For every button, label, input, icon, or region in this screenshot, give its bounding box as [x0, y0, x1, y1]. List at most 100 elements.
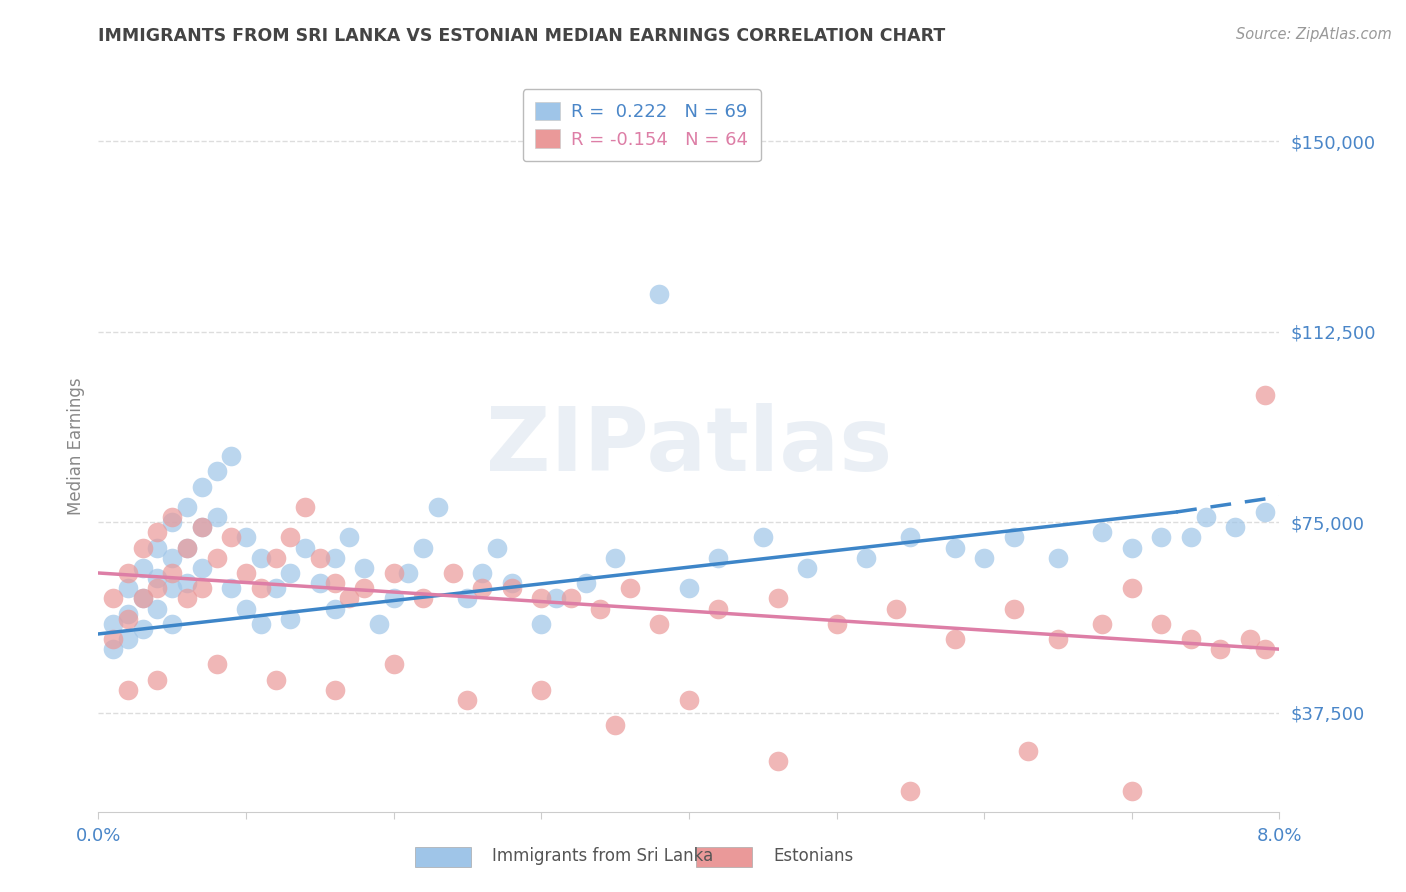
Point	[176, 576, 198, 591]
Point	[176, 500, 198, 514]
Point	[103, 616, 125, 631]
Text: Source: ZipAtlas.com: Source: ZipAtlas.com	[1236, 27, 1392, 42]
Point	[412, 541, 434, 555]
Point	[162, 581, 183, 595]
Point	[457, 591, 479, 606]
Point	[1150, 530, 1173, 544]
Point	[1239, 632, 1261, 646]
Point	[146, 581, 169, 595]
Point	[1254, 388, 1277, 402]
Point	[323, 576, 346, 591]
Point	[796, 561, 818, 575]
Point	[280, 530, 302, 544]
Point	[1254, 642, 1277, 657]
Point	[162, 550, 183, 565]
Point	[441, 566, 464, 580]
Point	[323, 550, 346, 565]
Point	[117, 607, 139, 621]
Text: IMMIGRANTS FROM SRI LANKA VS ESTONIAN MEDIAN EARNINGS CORRELATION CHART: IMMIGRANTS FROM SRI LANKA VS ESTONIAN ME…	[98, 27, 946, 45]
Point	[176, 591, 198, 606]
Point	[1254, 505, 1277, 519]
Point	[943, 632, 966, 646]
Point	[1180, 530, 1202, 544]
Point	[678, 581, 700, 595]
Point	[605, 550, 627, 565]
Point	[1091, 616, 1114, 631]
Point	[146, 571, 169, 585]
Point	[884, 601, 907, 615]
Point	[176, 541, 198, 555]
Point	[294, 541, 316, 555]
Point	[339, 591, 361, 606]
Point	[382, 591, 405, 606]
Point	[264, 581, 287, 595]
Point	[132, 591, 155, 606]
Point	[382, 566, 405, 580]
Point	[368, 616, 391, 631]
Point	[117, 566, 139, 580]
Point	[146, 525, 169, 540]
Point	[205, 657, 228, 672]
Point	[132, 591, 155, 606]
Point	[146, 673, 169, 687]
Point	[1121, 784, 1143, 798]
Text: Estonians: Estonians	[773, 847, 853, 865]
Point	[412, 591, 434, 606]
Point	[117, 581, 139, 595]
Point	[619, 581, 641, 595]
Point	[900, 784, 922, 798]
Point	[235, 530, 257, 544]
Point	[855, 550, 877, 565]
Text: Immigrants from Sri Lanka: Immigrants from Sri Lanka	[492, 847, 713, 865]
Point	[530, 591, 553, 606]
Point	[427, 500, 450, 514]
Point	[501, 576, 523, 591]
Point	[235, 601, 257, 615]
Point	[205, 550, 228, 565]
Point	[309, 550, 332, 565]
Point	[1121, 541, 1143, 555]
Point	[1180, 632, 1202, 646]
Point	[1002, 601, 1025, 615]
Point	[250, 616, 273, 631]
Point	[280, 612, 302, 626]
Point	[191, 520, 214, 534]
Point	[471, 581, 494, 595]
Point	[382, 657, 405, 672]
Point	[221, 581, 243, 595]
Point	[309, 576, 332, 591]
Point	[353, 561, 375, 575]
Point	[530, 616, 553, 631]
Point	[221, 449, 243, 463]
Point	[132, 541, 155, 555]
Point	[1091, 525, 1114, 540]
Point	[235, 566, 257, 580]
Point	[162, 616, 183, 631]
Point	[264, 550, 287, 565]
Point	[943, 541, 966, 555]
Point	[221, 530, 243, 544]
Point	[162, 510, 183, 524]
Point	[162, 515, 183, 529]
Point	[398, 566, 420, 580]
Point	[707, 601, 730, 615]
Point	[678, 693, 700, 707]
Point	[146, 541, 169, 555]
Point	[323, 682, 346, 697]
Point	[191, 581, 214, 595]
Y-axis label: Median Earnings: Median Earnings	[66, 377, 84, 515]
Point	[648, 616, 671, 631]
Point	[1225, 520, 1247, 534]
Point	[146, 601, 169, 615]
Point	[103, 642, 125, 657]
Point	[205, 510, 228, 524]
Point	[457, 693, 479, 707]
Point	[1046, 632, 1070, 646]
Point	[1150, 616, 1173, 631]
Point	[486, 541, 509, 555]
Point	[825, 616, 848, 631]
Point	[560, 591, 582, 606]
Legend: R =  0.222   N = 69, R = -0.154   N = 64: R = 0.222 N = 69, R = -0.154 N = 64	[523, 89, 761, 161]
Point	[530, 682, 553, 697]
Point	[766, 591, 789, 606]
